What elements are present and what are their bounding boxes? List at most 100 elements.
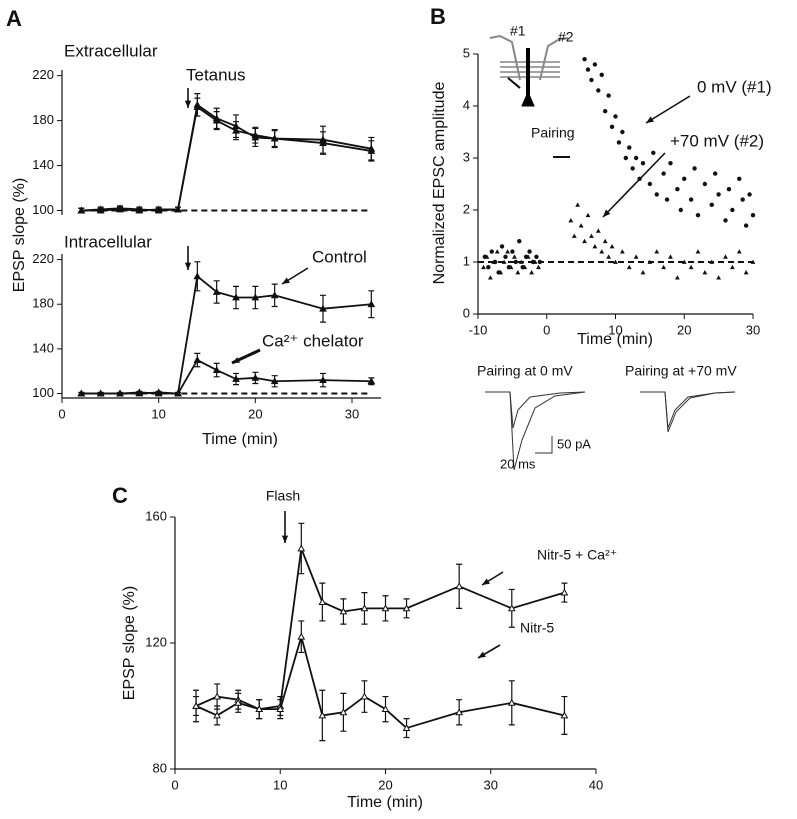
series-line: [81, 358, 372, 395]
y-tick-label: 80: [153, 760, 167, 775]
point: [589, 77, 594, 83]
point: [582, 57, 587, 62]
point: [743, 223, 749, 228]
point: [486, 265, 491, 270]
point: [251, 373, 260, 381]
arrow: [645, 95, 691, 124]
point: [251, 131, 260, 139]
x-tick-label: 30: [345, 406, 359, 421]
point: [270, 134, 279, 142]
arrow-head: [184, 262, 192, 270]
y-tick-label: 140: [32, 157, 54, 172]
series-label: Nitr-5 + Ca²⁺: [537, 547, 617, 563]
point: [174, 205, 182, 213]
point: [503, 254, 508, 259]
point: [616, 140, 622, 145]
arrow: [602, 152, 666, 218]
y-tick-label: 220: [32, 67, 54, 82]
point: [716, 192, 721, 197]
point: [730, 207, 735, 213]
point: [402, 724, 411, 731]
point: [494, 249, 500, 254]
point: [517, 239, 522, 244]
point: [654, 192, 659, 197]
arrow-head: [184, 100, 192, 108]
panel-label: C: [112, 483, 128, 508]
point: [276, 705, 285, 713]
point: [640, 270, 646, 275]
point: [606, 93, 611, 98]
point: [360, 604, 369, 612]
point: [96, 205, 105, 213]
point: [743, 270, 749, 275]
point: [599, 72, 604, 78]
point: [525, 254, 531, 259]
point: [695, 213, 701, 218]
y-tick-label: 4: [463, 97, 470, 112]
point: [589, 233, 594, 238]
panel-label: A: [6, 6, 22, 31]
point: [251, 293, 260, 301]
point: [213, 711, 221, 719]
y-tick-label: 100: [32, 202, 54, 217]
point: [360, 692, 369, 700]
point: [609, 244, 615, 249]
point: [702, 181, 708, 187]
point: [747, 192, 752, 197]
point: [154, 388, 163, 396]
point: [193, 272, 202, 280]
point: [455, 708, 464, 716]
point: [501, 259, 507, 264]
point: [712, 171, 718, 176]
point: [536, 264, 541, 270]
point: [96, 389, 105, 397]
point: [592, 244, 598, 249]
epsc-traces: [485, 391, 736, 471]
x-tick-label: 0: [58, 406, 65, 421]
point: [491, 259, 497, 264]
point: [702, 270, 708, 275]
x-tick-label: 10: [151, 406, 165, 421]
x-tick-label: 30: [484, 777, 498, 792]
point: [633, 254, 639, 259]
point: [513, 259, 519, 265]
point: [154, 206, 163, 214]
point: [585, 67, 591, 72]
point: [319, 304, 327, 312]
y-tick-label: 2: [463, 201, 470, 216]
point: [688, 197, 694, 202]
x-tick-label: -10: [469, 322, 488, 337]
point: [234, 698, 242, 706]
point: [664, 197, 670, 202]
point: [592, 62, 598, 67]
y-axis-label: EPSP slope (%): [11, 178, 28, 292]
trace-label: Pairing at +70 mV: [625, 363, 737, 379]
point: [750, 213, 756, 218]
arrow-head: [281, 535, 289, 543]
y-tick-label: 180: [32, 112, 54, 127]
point: [678, 207, 684, 213]
point: [518, 259, 524, 264]
point: [270, 291, 279, 299]
series-label: +70 mV (#2): [670, 131, 764, 150]
point: [609, 124, 615, 129]
neuron-schematic: [489, 34, 569, 107]
arrow-head: [603, 209, 611, 217]
point: [633, 155, 639, 161]
x-tick-label: 40: [589, 777, 603, 792]
point: [692, 166, 697, 171]
point: [174, 389, 182, 397]
point: [232, 374, 240, 382]
x-tick-label: 20: [248, 406, 262, 421]
annotation: #2: [558, 29, 574, 45]
point: [481, 264, 486, 270]
y-axis-label: Normalized EPSC amplitude: [431, 82, 448, 285]
point: [232, 126, 240, 134]
point: [77, 206, 86, 214]
annotation: Ca²⁺ chelator: [262, 331, 364, 350]
arrow-head: [282, 277, 290, 284]
point: [484, 254, 490, 259]
point: [507, 604, 516, 612]
point: [736, 249, 742, 254]
